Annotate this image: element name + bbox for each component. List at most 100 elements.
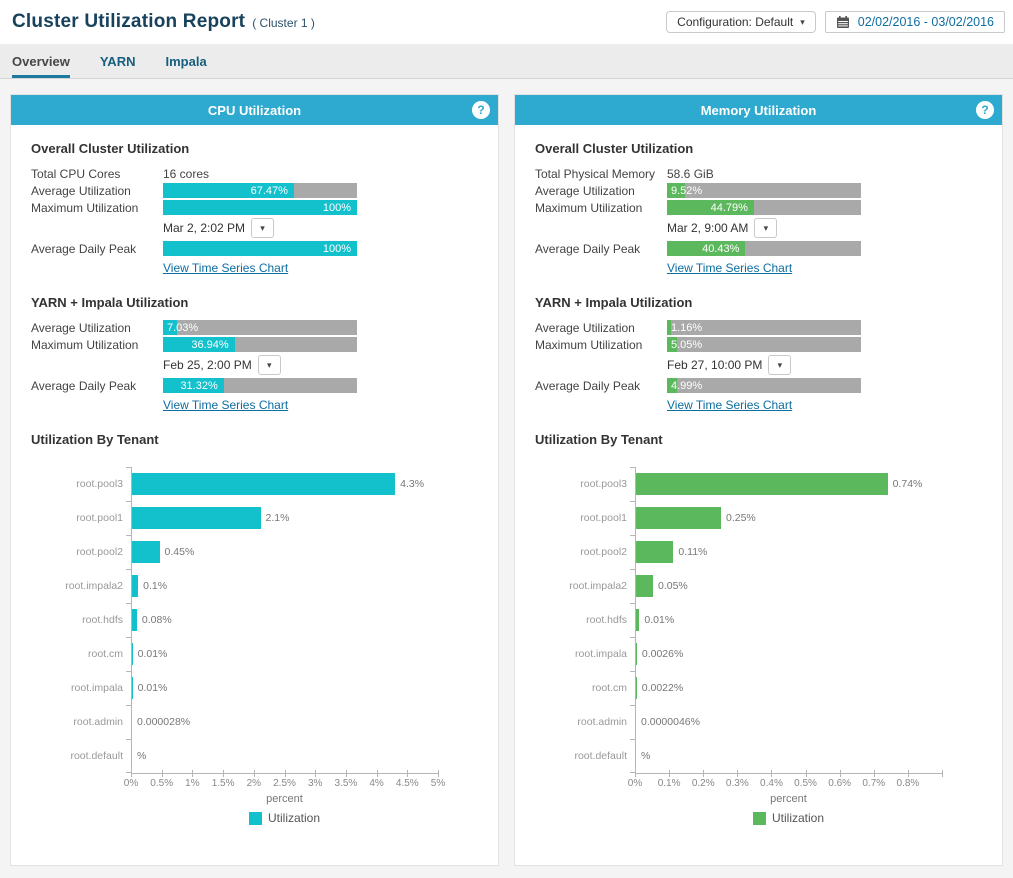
- bar-value-label: 7.03%: [167, 321, 199, 334]
- y-axis-tick: [630, 637, 635, 638]
- x-tick-label: 0.8%: [896, 778, 920, 789]
- tab-impala[interactable]: Impala: [165, 53, 207, 69]
- configuration-dropdown-button[interactable]: Configuration: Default ▾: [666, 11, 816, 33]
- tab-yarn[interactable]: YARN: [99, 53, 136, 69]
- x-axis-tick: [407, 770, 409, 777]
- y-axis-tick: [630, 772, 635, 773]
- help-icon[interactable]: ?: [472, 101, 490, 119]
- tenant-row: root.admin 0.000028%: [31, 705, 478, 739]
- y-axis-tick: [630, 705, 635, 706]
- view-time-series-chart-link[interactable]: View Time Series Chart: [163, 261, 289, 275]
- timestamp-dropdown-button[interactable]: ▾: [251, 218, 275, 238]
- tenant-row: root.pool3 4.3%: [31, 467, 478, 501]
- tenant-category-label: root.cm: [87, 648, 123, 660]
- x-axis-tick: [873, 770, 875, 777]
- stat-label: Average Utilization: [535, 183, 635, 198]
- time-series-link-row: View Time Series Chart: [163, 396, 478, 414]
- tenant-bar: [132, 677, 133, 699]
- x-tick-label: 0%: [123, 778, 139, 789]
- timestamp-dropdown-button[interactable]: ▾: [768, 355, 792, 375]
- stat-value: 16 cores: [163, 166, 210, 181]
- utilization-bar-fill: 44.79%: [667, 200, 754, 215]
- cpu-panel-header: CPU Utilization ?: [11, 95, 498, 125]
- date-range-picker[interactable]: 02/02/2016 - 03/02/2016: [824, 11, 1005, 33]
- tab-bar: Overview YARN Impala: [0, 44, 1013, 79]
- cpu-panel-title: CPU Utilization: [207, 102, 302, 118]
- memory-panel-header: Memory Utilization ?: [515, 95, 1002, 125]
- utilization-bar-fill: 9.52%: [667, 183, 702, 198]
- section-heading: Overall Cluster Utilization: [535, 141, 694, 156]
- time-series-link-row: View Time Series Chart: [667, 259, 982, 277]
- utilization-bar: 44.79%: [667, 200, 861, 215]
- tenant-chart-xlabel: percent: [770, 793, 807, 805]
- x-tick-label: 0.5%: [794, 778, 817, 789]
- x-axis-tick: [192, 770, 194, 777]
- x-tick-label: 0.2%: [691, 778, 715, 789]
- tenant-value-label: %: [641, 750, 651, 762]
- tenant-bar: [636, 677, 637, 699]
- utilization-bar-fill: 100%: [163, 200, 357, 215]
- tab-overview[interactable]: Overview: [12, 44, 70, 78]
- timestamp-dropdown-button[interactable]: ▾: [257, 355, 281, 375]
- help-icon[interactable]: ?: [976, 101, 994, 119]
- max-timestamp: Feb 25, 2:00 PM: [163, 358, 252, 372]
- tenant-chart-heading: Utilization By Tenant: [31, 432, 159, 447]
- memory-panel-body: Overall Cluster Utilization Total Physic…: [515, 125, 1002, 825]
- tenant-bar-area: 0.11%: [635, 535, 942, 569]
- y-axis-tick: [630, 670, 635, 672]
- tenant-bar-area: 0.1%: [131, 569, 438, 603]
- tenant-bar-area: 0.0026%: [635, 637, 942, 671]
- average-utilization-row: Average Utilization 9.52%: [535, 183, 982, 198]
- y-axis-tick: [630, 467, 635, 468]
- section-heading: YARN + Impala Utilization: [535, 295, 693, 310]
- timestamp-dropdown-button[interactable]: ▾: [754, 218, 778, 238]
- y-axis-tick: [126, 705, 131, 706]
- tenant-value-label: 0.45%: [164, 546, 195, 558]
- average-daily-peak-row: Average Daily Peak 40.43%: [535, 241, 982, 256]
- utilization-bar-fill: 40.43%: [667, 241, 746, 256]
- tenant-category-label: root.impala: [71, 682, 123, 694]
- x-tick-label: 4%: [369, 778, 384, 789]
- tenant-chart-heading: Utilization By Tenant: [535, 432, 663, 447]
- tenant-row: root.hdfs 0.01%: [535, 603, 982, 637]
- average-daily-peak-row: Average Daily Peak 31.32%: [31, 378, 478, 393]
- tenant-bar-area: 0.0022%: [635, 671, 942, 705]
- y-axis-tick: [630, 534, 635, 536]
- y-axis-tick: [126, 738, 131, 740]
- view-time-series-chart-link[interactable]: View Time Series Chart: [163, 398, 289, 412]
- memory-tenant-chart: root.pool3 0.74% root.pool1 0.25% root.pool2…: [535, 467, 982, 825]
- tenant-bar: [636, 609, 640, 631]
- tenant-category-label: root.default: [70, 750, 123, 762]
- configuration-dropdown-label: Configuration: Default: [677, 15, 794, 29]
- tenant-bar: [636, 643, 637, 665]
- legend-swatch: [752, 811, 766, 825]
- memory-overall-section: Overall Cluster Utilization Total Physic…: [535, 141, 982, 277]
- x-axis-tick: [438, 770, 439, 777]
- stat-label: Average Daily Peak: [31, 241, 137, 256]
- x-axis-line: [635, 773, 942, 774]
- tenant-category-label: root.hdfs: [586, 614, 627, 626]
- tenant-category-label: root.admin: [577, 716, 627, 728]
- x-tick-label: 0.3%: [725, 778, 749, 789]
- average-utilization-row: Average Utilization 67.47%: [31, 183, 478, 198]
- x-axis-tick: [907, 770, 909, 777]
- utilization-bar: 9.52%: [667, 183, 861, 198]
- bar-value-label: 1.16%: [671, 321, 703, 334]
- x-axis-tick: [942, 770, 943, 777]
- x-axis-tick: [669, 770, 671, 777]
- caret-down-icon: ▾: [260, 222, 265, 233]
- view-time-series-chart-link[interactable]: View Time Series Chart: [667, 398, 793, 412]
- x-tick-label: 3%: [307, 778, 323, 789]
- bar-value-label: 40.43%: [702, 242, 740, 255]
- view-time-series-chart-link[interactable]: View Time Series Chart: [667, 261, 793, 275]
- tenant-row: root.pool1 0.25%: [535, 501, 982, 535]
- tenant-bar-area: 0.000028%: [131, 705, 438, 739]
- tenant-value-label: 0.74%: [892, 478, 923, 490]
- x-tick-label: 5%: [430, 778, 446, 789]
- x-tick-label: 0.6%: [828, 778, 852, 789]
- y-axis-tick: [630, 602, 635, 604]
- tenant-row: root.impala2 0.1%: [31, 569, 478, 603]
- cpu-yarn-impala-section: YARN + Impala Utilization Average Utiliz…: [31, 295, 478, 414]
- tenant-bar-area: 0.74%: [635, 467, 942, 501]
- bar-value-label: 100%: [322, 201, 351, 214]
